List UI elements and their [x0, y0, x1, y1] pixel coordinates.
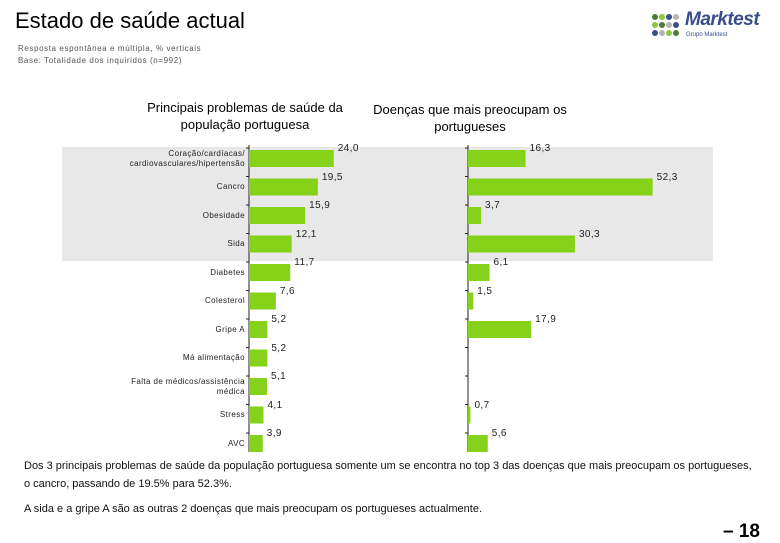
value-label: 5,6: [491, 428, 507, 439]
logo-dot: [673, 22, 679, 28]
value-label: 52,3: [656, 171, 678, 183]
bar-1-10: [468, 435, 488, 452]
category-label: Diabetes: [210, 267, 245, 277]
bar-0-8: [249, 378, 268, 395]
category-label: Obesidade: [202, 210, 245, 220]
logo-dot: [659, 30, 665, 36]
bar-1-9: [468, 406, 471, 424]
value-label: 16,3: [529, 143, 551, 154]
subtitle-base: Base: Totalidade dos inquiridos (n=992): [18, 56, 183, 65]
logo-dot: [659, 22, 665, 28]
body-paragraph-1: Dos 3 principais problemas de saúde da p…: [24, 460, 752, 490]
bar-1-6: [468, 321, 532, 338]
value-label: 3,7: [485, 200, 501, 211]
logo-dot: [673, 30, 679, 36]
bar-0-3: [249, 235, 292, 253]
category-label: Coração/cardíacas/ cardiovasculares/hipe…: [129, 148, 245, 168]
page-number: – 18: [723, 521, 760, 542]
bar-0-2: [249, 207, 306, 224]
bar-0-6: [249, 321, 268, 338]
logo-dot: [673, 14, 679, 20]
value-label: 19,5: [321, 171, 343, 183]
body-paragraph-2: A sida e a gripe A são as outras 2 doenç…: [24, 503, 483, 515]
value-label: 4,1: [267, 399, 283, 411]
value-label: 5,1: [271, 371, 287, 382]
top3-highlight-band: [62, 147, 713, 261]
bar-0-10: [249, 435, 263, 452]
bar-0-0: [249, 150, 334, 167]
subtitle-response-type: Resposta espontânea e múltipla, % vertic…: [18, 44, 202, 53]
category-label: Gripe A: [215, 324, 245, 334]
logo-dot: [652, 22, 658, 28]
value-label: 11,7: [294, 257, 315, 268]
logo-name: Marktest: [685, 9, 760, 30]
chart-left-title: Principais problemas de saúde da populaç…: [147, 100, 343, 132]
value-label: 3,9: [266, 428, 282, 439]
category-label: Colesterol: [204, 296, 245, 305]
logo-dot: [652, 14, 658, 20]
bar-0-1: [249, 178, 318, 196]
logo-dot: [666, 30, 672, 36]
bar-0-9: [249, 406, 264, 424]
value-label: 1,5: [477, 285, 493, 297]
bar-0-4: [249, 264, 291, 281]
bar-1-4: [468, 264, 490, 281]
logo-dot: [666, 22, 672, 28]
value-label: 7,6: [279, 285, 295, 297]
chart-right-title: Doenças que mais preocupam os portuguese…: [373, 102, 567, 134]
bar-0-7: [249, 349, 268, 367]
bar-1-1: [468, 178, 653, 196]
category-label: Cancro: [216, 182, 245, 191]
bar-1-2: [468, 207, 482, 224]
value-label: 30,3: [578, 228, 601, 240]
bar-1-3: [468, 235, 575, 253]
bar-1-5: [468, 292, 474, 310]
category-label: Má alimentação: [182, 353, 245, 362]
logo-dots-icon: [652, 14, 682, 40]
value-label: 17,9: [535, 314, 557, 325]
logo-dot: [652, 30, 658, 36]
value-label: 5,2: [271, 314, 287, 325]
category-label: Stress: [219, 410, 245, 419]
bar-0-5: [249, 292, 276, 310]
category-label: AVC: [227, 438, 245, 448]
bar-1-0: [468, 150, 526, 167]
logo-dot: [659, 14, 665, 20]
value-label: 24,0: [337, 143, 359, 154]
category-label: Falta de médicos/assistência médica: [131, 376, 245, 396]
category-label: Sida: [227, 239, 245, 248]
logo-dot: [666, 14, 672, 20]
value-label: 15,9: [309, 200, 331, 211]
logo-tagline: Grupo Marktest: [686, 32, 728, 38]
value-label: 5,2: [271, 342, 287, 354]
marktest-logo: Marktest Grupo Marktest: [652, 9, 762, 43]
page-title: Estado de saúde actual: [15, 8, 245, 33]
value-label: 12,1: [295, 228, 317, 240]
value-label: 6,1: [493, 257, 509, 268]
value-label: 0,7: [474, 399, 490, 411]
